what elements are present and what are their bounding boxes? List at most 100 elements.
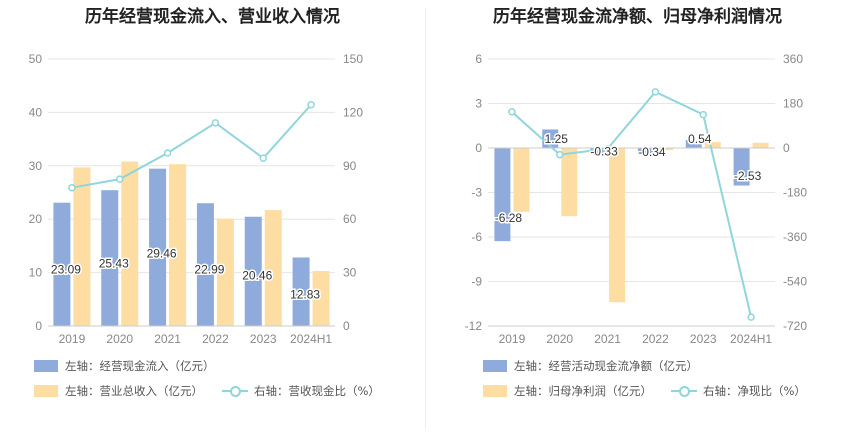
- data-label: 20.46: [242, 269, 272, 283]
- legend-swatch-orange: [483, 385, 507, 397]
- line-point: [259, 154, 267, 162]
- x-tick-label: 2021: [154, 332, 181, 346]
- y-right-tick-label: 120: [343, 105, 363, 119]
- y-left-tick-label: 20: [29, 212, 43, 226]
- bar-series-1: [685, 139, 702, 148]
- x-tick-label: 2020: [106, 332, 133, 346]
- y-left-tick-label: 50: [29, 52, 43, 66]
- bar-series-2: [312, 270, 330, 326]
- cash-inflow-revenue-chart: 历年经营现金流入、营业收入情况 0 10 20 30 40 50 0 30 60 90 120 150…: [29, 7, 380, 399]
- bar-series-1: [733, 148, 750, 186]
- y-right-tick-label: 360: [783, 52, 803, 66]
- legend-label: 左轴：归母净利润（亿元）: [514, 384, 652, 398]
- line-point: [747, 313, 755, 321]
- bar-series-2: [752, 142, 769, 148]
- bar-series-2: [656, 148, 673, 151]
- line-point: [116, 175, 124, 183]
- y-left-tick-label: -9: [471, 275, 482, 289]
- line-point: [163, 149, 172, 157]
- legend-item-revenue[interactable]: 左轴：营业总收入（亿元）: [34, 383, 203, 399]
- y-right-tick-label: -720: [783, 319, 807, 333]
- data-label: -0.33: [590, 145, 618, 159]
- legend-label: 右轴：营收现金比（%）: [254, 384, 380, 398]
- legend-line-marker-icon: [671, 384, 697, 398]
- bar-series-2: [121, 161, 139, 326]
- data-label: 1.25: [545, 132, 569, 146]
- legend-label: 右轴：净现比（%）: [703, 384, 806, 398]
- x-tick-label: 2020: [546, 332, 573, 346]
- line-point: [556, 150, 564, 159]
- y-left-tick-label: -6: [471, 230, 482, 244]
- bar-series-2: [216, 218, 234, 326]
- line-series: [511, 90, 753, 318]
- bar-series-2: [73, 167, 91, 326]
- x-tick-label: 2022: [202, 332, 229, 346]
- data-label: 29.46: [147, 247, 177, 261]
- legend-item-revenue-cash-ratio[interactable]: 右轴：营收现金比（%）: [222, 383, 380, 399]
- x-tick-label: 2019: [59, 332, 86, 346]
- line-point: [603, 144, 612, 153]
- legend-swatch-orange: [34, 385, 58, 397]
- data-label: -0.34: [638, 145, 666, 159]
- line-point: [651, 88, 660, 96]
- y-left-tick-label: 0: [35, 319, 42, 333]
- panel-divider: [425, 8, 426, 428]
- data-label: 23.09: [51, 262, 81, 276]
- legend-item-net-cashflow[interactable]: 左轴：经营活动现金流净额（亿元）: [483, 358, 698, 374]
- line-point: [307, 100, 315, 109]
- y-left-tick-label: 3: [475, 97, 482, 111]
- chart-plot-area: -12 -9 -6 -3 0 3 6 -720 -540 -360 -180 0 180 360 2019 2…: [465, 52, 808, 346]
- x-tick-label: 2023: [690, 332, 717, 346]
- chart-title: 历年经营现金流入、营业收入情况: [85, 7, 340, 27]
- bar-series-2: [561, 148, 578, 217]
- legend-line-marker-icon: [222, 384, 248, 398]
- x-tick-label: 2024H1: [290, 332, 332, 346]
- bar-series-1: [292, 257, 310, 326]
- y-right-tick-label: 0: [343, 319, 350, 333]
- legend-label: 左轴：经营活动现金流净额（亿元）: [514, 359, 698, 373]
- y-left-tick-label: 10: [29, 266, 43, 280]
- line-point: [508, 108, 516, 116]
- bar-series-1: [637, 148, 654, 154]
- bar-series-2: [704, 142, 721, 148]
- legend-swatch-blue: [34, 360, 58, 372]
- legend-label: 左轴：经营现金流入（亿元）: [65, 359, 215, 373]
- legend-item-net-profit[interactable]: 左轴：归母净利润（亿元）: [483, 383, 652, 399]
- legend-item-net-cash-ratio[interactable]: 右轴：净现比（%）: [671, 383, 806, 399]
- legend-label: 左轴：营业总收入（亿元）: [65, 384, 203, 398]
- bar-series-1: [244, 216, 262, 326]
- x-tick-label: 2023: [250, 332, 277, 346]
- bar-series-2: [609, 148, 626, 303]
- y-left-tick-label: 30: [29, 159, 43, 173]
- line-series: [71, 104, 312, 189]
- bar-series-1: [196, 203, 214, 326]
- bar-series-2: [513, 148, 530, 212]
- chart-plot-area: 0 10 20 30 40 50 0 30 60 90 120 150 2019 2020 2021 2022…: [29, 52, 364, 346]
- y-right-tick-label: -180: [783, 186, 807, 200]
- net-cashflow-profit-chart: 历年经营现金流净额、归母净利润情况 -12 -9 -6 -3 0 3 6 -720 -540 -3…: [425, 0, 850, 437]
- x-tick-label: 2019: [499, 332, 526, 346]
- x-tick-label: 2021: [594, 332, 621, 346]
- x-tick-label: 2024H1: [730, 332, 772, 346]
- x-tick-label: 2022: [642, 332, 669, 346]
- data-label: 0.54: [688, 132, 712, 146]
- bar-series-1: [53, 202, 71, 326]
- bar-series-2: [264, 210, 282, 326]
- legend-item-cash-inflow[interactable]: 左轴：经营现金流入（亿元）: [34, 358, 215, 374]
- bar-series-1: [149, 168, 167, 326]
- data-label: -2.53: [734, 169, 762, 183]
- line-point: [211, 119, 220, 127]
- y-left-tick-label: -3: [471, 186, 482, 200]
- data-label: 12.83: [290, 287, 320, 301]
- y-right-tick-label: 0: [783, 141, 790, 155]
- y-left-tick-label: 0: [475, 141, 482, 155]
- y-right-tick-label: -360: [783, 230, 807, 244]
- y-right-tick-label: 150: [343, 52, 363, 66]
- data-label: 22.99: [194, 263, 224, 277]
- bar-series-1: [494, 148, 511, 242]
- y-right-tick-label: 180: [783, 97, 803, 111]
- y-left-tick-label: 6: [475, 52, 482, 66]
- data-label: 25.43: [99, 257, 129, 271]
- bar-series-1: [101, 190, 119, 326]
- y-left-tick-label: 40: [29, 105, 43, 119]
